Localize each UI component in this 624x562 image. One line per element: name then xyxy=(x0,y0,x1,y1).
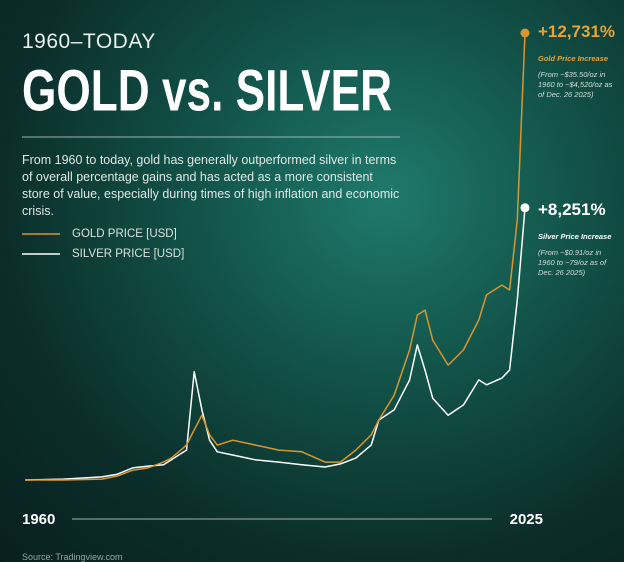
annotation-value: +12,731% xyxy=(538,22,616,41)
end-dot xyxy=(520,203,530,213)
annotation-note: (From ~$35.50/oz in 1960 to ~$4,520/oz a… xyxy=(538,70,613,99)
annotation-label: Gold Price Increase xyxy=(538,54,609,63)
description: From 1960 to today, gold has generally o… xyxy=(22,153,400,218)
subtitle: 1960–TODAY xyxy=(22,30,156,53)
legend-label: GOLD PRICE [USD] xyxy=(72,228,177,240)
x-tick-label: 2025 xyxy=(510,511,543,528)
source: Source: Tradingview.com xyxy=(22,552,123,562)
x-tick-label: 1960 xyxy=(22,511,55,528)
legend-label: SILVER PRICE [USD] xyxy=(72,248,184,260)
annotation-value: +8,251% xyxy=(538,200,606,219)
chart-title: GOLD vs. SILVER xyxy=(22,58,392,123)
series-line xyxy=(24,207,526,481)
annotation-note: (From ~$0.91/oz in 1960 to ~79/oz as of … xyxy=(538,248,607,277)
end-dot xyxy=(520,28,530,38)
series-line xyxy=(25,32,526,481)
annotation-label: Silver Price Increase xyxy=(538,232,612,241)
